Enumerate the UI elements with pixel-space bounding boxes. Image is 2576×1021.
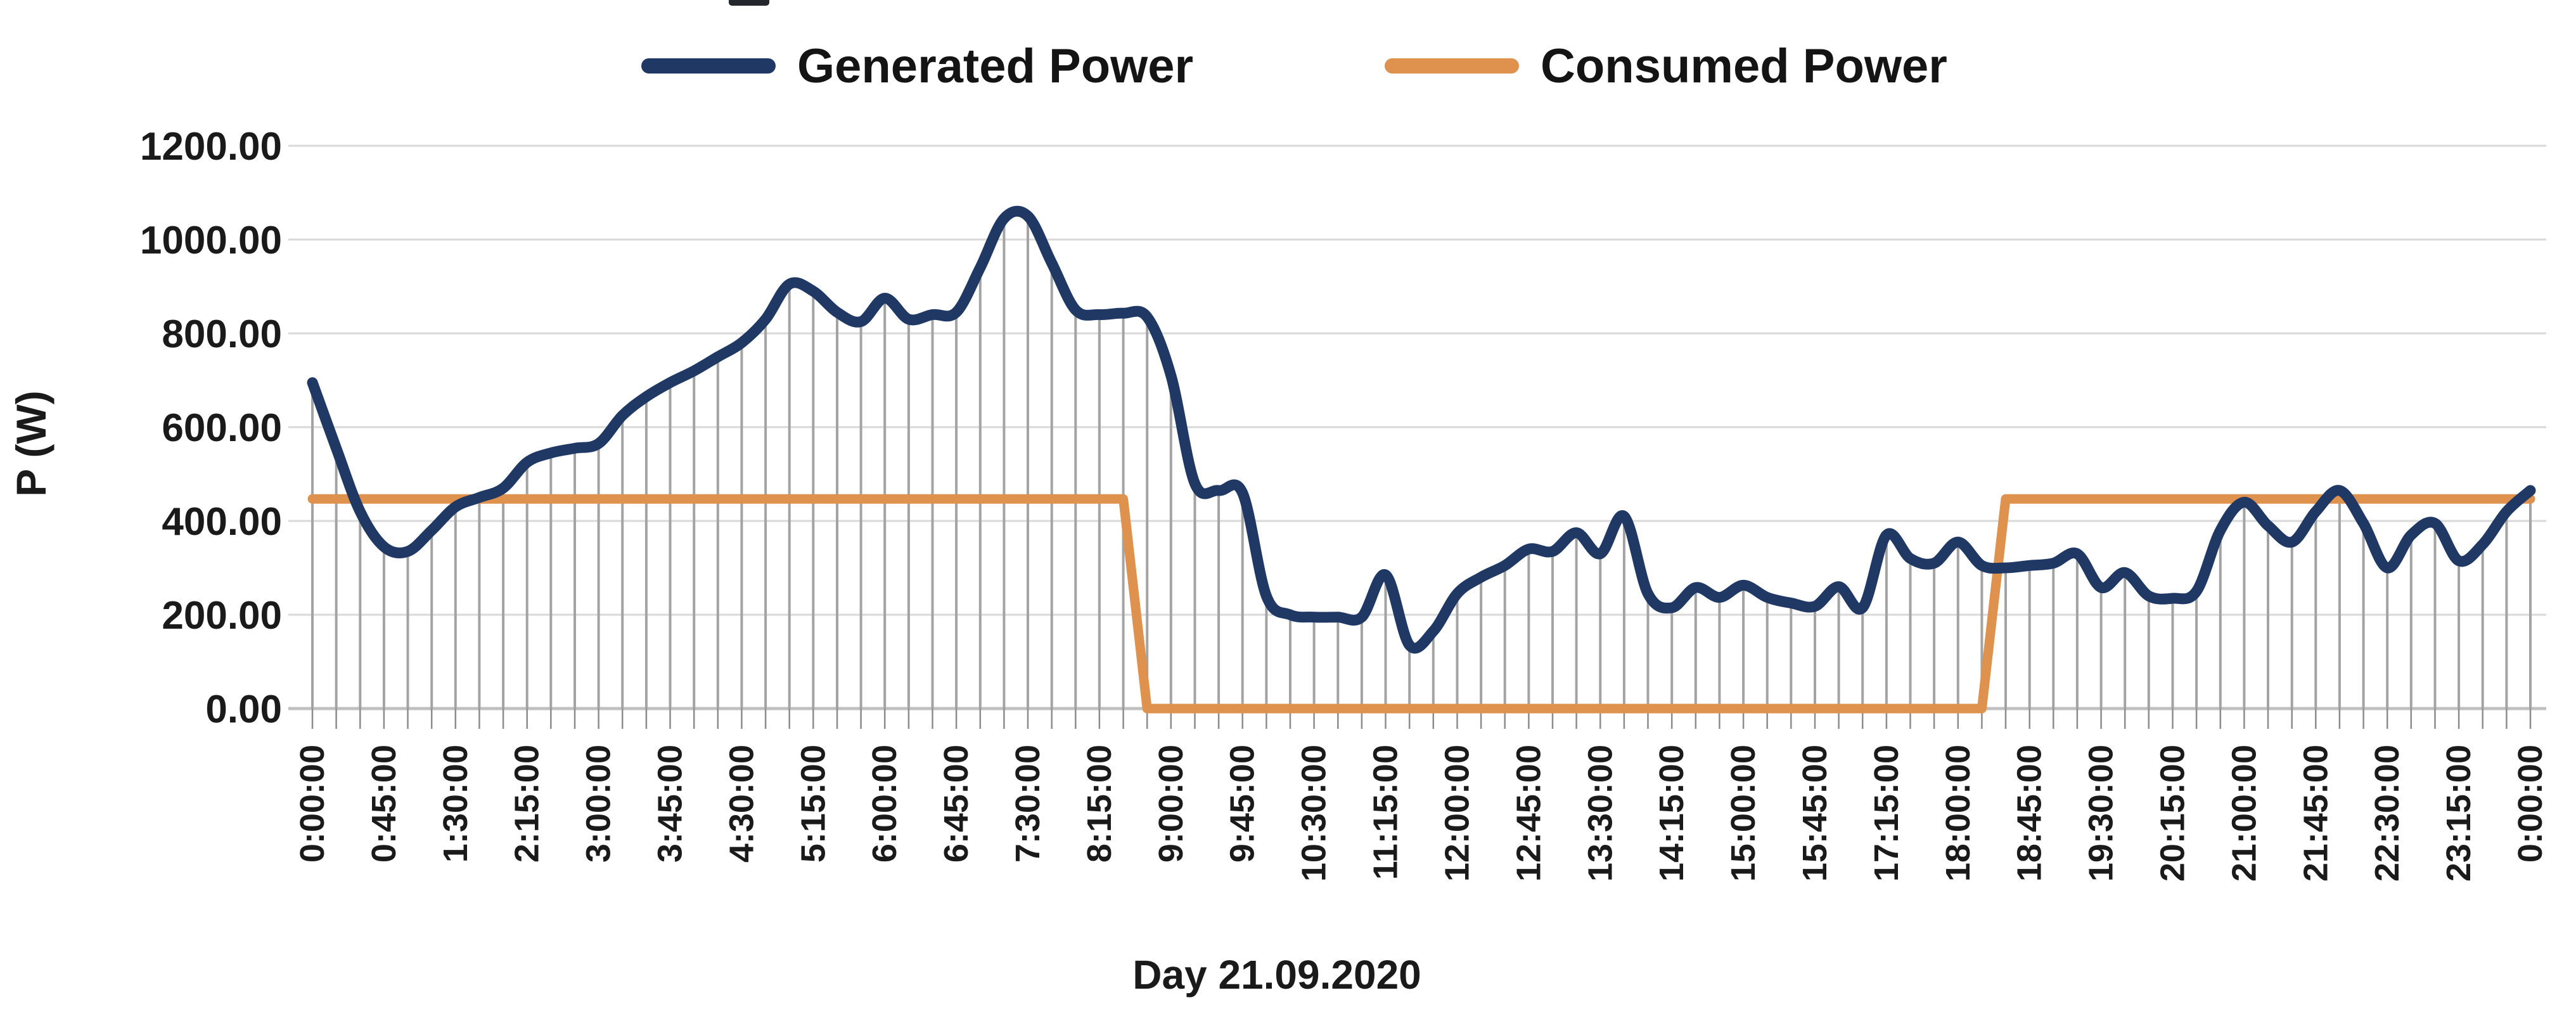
generated-power-legend-swatch	[641, 58, 776, 74]
x-tick-label: 2:15:00	[508, 745, 546, 863]
y-tick-label: 200.00	[162, 594, 282, 638]
x-tick-label: 20:15:00	[2154, 745, 2192, 882]
x-tick-label: 3:00:00	[580, 745, 618, 863]
x-tick-label: 7:30:00	[1009, 745, 1047, 863]
consumed-power-legend-swatch	[1385, 58, 1519, 74]
x-tick-label: 14:15:00	[1653, 745, 1691, 882]
x-tick-label: 21:00:00	[2225, 745, 2263, 882]
consumed-power-line	[307, 494, 2535, 714]
x-tick-label: 1:30:00	[437, 745, 475, 863]
x-tick-label: 18:45:00	[2011, 745, 2049, 882]
y-tick-label: 600.00	[162, 406, 282, 450]
generated-power-line	[307, 205, 2536, 654]
legend-item-generated-power: Generated Power	[641, 35, 1193, 96]
x-tick-label: 15:00:00	[1724, 745, 1762, 882]
x-tick-label: 12:45:00	[1509, 745, 1548, 882]
x-tick-label: 8:15:00	[1080, 745, 1118, 863]
y-axis-title: P (W)	[8, 390, 54, 496]
x-tick-label: 12:00:00	[1439, 745, 1477, 882]
x-tick-label: 11:15:00	[1367, 745, 1405, 880]
legend-item-consumed-power: Consumed Power	[1385, 35, 1947, 96]
y-tick-label: 0.00	[205, 688, 282, 731]
x-tick-label: 17:15:00	[1868, 745, 1906, 882]
generated-power-legend-label: Generated Power	[797, 39, 1194, 93]
y-tick-label: 400.00	[162, 500, 282, 544]
x-tick-label: 18:00:00	[1939, 745, 1977, 882]
x-tick-label: 23:15:00	[2440, 745, 2478, 882]
y-tick-label: 1000.00	[140, 219, 282, 262]
x-tick-label: 9:00:00	[1152, 745, 1190, 863]
x-tick-label: 4:30:00	[722, 745, 760, 863]
x-tick-label: 0:00:00	[2511, 745, 2549, 863]
x-tick-label: 6:45:00	[937, 745, 975, 863]
cropped-title-remnant	[729, 0, 769, 6]
x-tick-label: 13:30:00	[1581, 745, 1619, 882]
x-tick-label: 0:00:00	[293, 745, 331, 863]
y-tick-label: 800.00	[162, 312, 282, 356]
x-tick-label: 22:30:00	[2368, 745, 2406, 882]
x-tick-label: 5:15:00	[794, 745, 832, 863]
x-axis-title: Day 21.09.2020	[1132, 952, 1421, 998]
x-tick-label: 0:45:00	[365, 745, 403, 863]
x-tick-label: 10:30:00	[1295, 745, 1333, 882]
x-tick-label: 9:45:00	[1224, 745, 1262, 863]
x-tick-label: 3:45:00	[651, 745, 689, 863]
x-tick-label: 6:00:00	[866, 745, 904, 863]
consumed-power-legend-label: Consumed Power	[1541, 39, 1947, 93]
x-tick-label: 15:45:00	[1796, 745, 1834, 882]
y-tick-label: 1200.00	[140, 125, 282, 169]
x-tick-label: 21:45:00	[2297, 745, 2335, 882]
x-tick-label: 19:30:00	[2082, 745, 2120, 882]
